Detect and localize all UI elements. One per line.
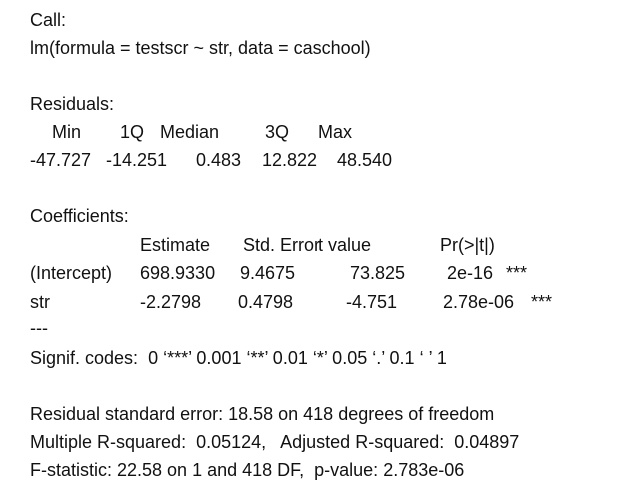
residual-header: Median (160, 122, 220, 142)
coef-cell: 2.78e-06 (443, 292, 515, 312)
coef-cell: 9.4675 (240, 263, 296, 283)
coef-cell: 698.9330 (140, 263, 216, 283)
coef-cell: 73.825 (350, 263, 406, 283)
residual-value: -14.251 (106, 150, 168, 170)
residual-header: 1Q (120, 122, 145, 142)
signif-codes: Signif. codes: 0 ‘***’ 0.001 ‘**’ 0.01 ‘… (30, 348, 447, 368)
coef-header: Std. Error (243, 235, 321, 255)
coef-cell: 2e-16 (447, 263, 494, 283)
coef-header: t value (318, 235, 372, 255)
residual-value: 0.483 (196, 150, 242, 170)
coef-header: Pr(>|t|) (440, 235, 495, 255)
coef-cell: *** (506, 263, 528, 283)
coefficients-label: Coefficients: (30, 206, 129, 226)
coef-name: str (30, 292, 50, 312)
call-label: Call: (30, 10, 67, 30)
coef-header: Estimate (140, 235, 211, 255)
call-formula: lm(formula = testscr ~ str, data = casch… (30, 38, 371, 58)
summary-line: F-statistic: 22.58 on 1 and 418 DF, p-va… (30, 460, 465, 480)
residual-header: Min (52, 122, 82, 142)
summary-line: Residual standard error: 18.58 on 418 de… (30, 404, 495, 424)
coef-cell: -2.2798 (140, 292, 202, 312)
residuals-label: Residuals: (30, 94, 115, 114)
coef-cell: *** (531, 292, 553, 312)
separator: --- (30, 318, 48, 338)
residual-value: 48.540 (337, 150, 393, 170)
residual-header: 3Q (265, 122, 290, 142)
coef-cell: 0.4798 (238, 292, 294, 312)
summary-line: Multiple R-squared: 0.05124, Adjusted R-… (30, 432, 520, 452)
residual-value: 12.822 (262, 150, 318, 170)
coef-cell: -4.751 (346, 292, 398, 312)
coef-name: (Intercept) (30, 263, 113, 283)
residual-value: -47.727 (30, 150, 92, 170)
residual-header: Max (318, 122, 353, 142)
